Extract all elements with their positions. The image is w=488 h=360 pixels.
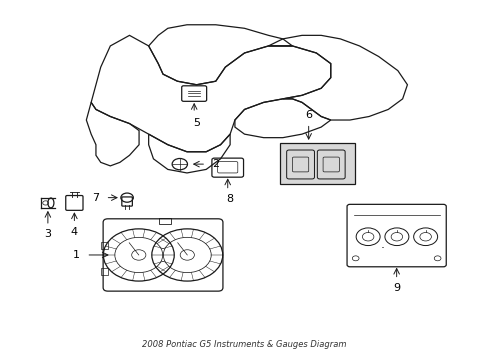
- Bar: [101, 268, 108, 275]
- Text: 4: 4: [71, 227, 78, 237]
- Text: 7: 7: [92, 193, 99, 203]
- Text: 5: 5: [193, 118, 200, 127]
- Text: 8: 8: [226, 194, 233, 204]
- Text: 1: 1: [73, 250, 80, 260]
- Text: 3: 3: [44, 229, 51, 239]
- Bar: [101, 242, 108, 249]
- Bar: [158, 218, 170, 224]
- Text: 6: 6: [305, 110, 311, 120]
- Bar: [280, 143, 354, 184]
- Text: 2: 2: [212, 159, 219, 169]
- Text: 2008 Pontiac G5 Instruments & Gauges Diagram: 2008 Pontiac G5 Instruments & Gauges Dia…: [142, 339, 346, 348]
- Text: 9: 9: [392, 283, 399, 293]
